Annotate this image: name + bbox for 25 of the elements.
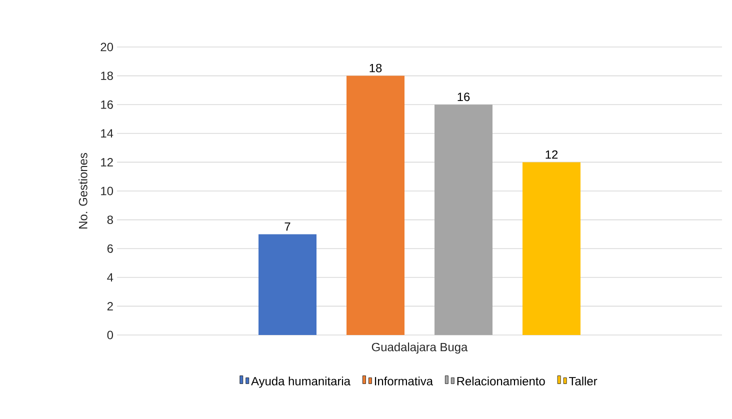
data-label: 18 xyxy=(370,64,382,72)
y-tick-label: 6 xyxy=(107,244,113,253)
data-label: 7 xyxy=(284,222,290,231)
y-tick-label: 2 xyxy=(107,302,113,310)
legend-label: Ayuda humanitaria xyxy=(251,376,350,388)
y-tick-label: 20 xyxy=(100,42,114,52)
x-tick-label: Guadalajara Buga xyxy=(372,342,468,354)
legend-label: Taller xyxy=(569,376,598,386)
bar xyxy=(346,76,405,335)
data-label: 16 xyxy=(458,92,470,102)
y-tick-label: 10 xyxy=(101,186,114,196)
y-tick-label: 18 xyxy=(101,72,113,80)
legend-label: Relacionamiento xyxy=(457,376,545,386)
y-axis-title: No. Gestiones xyxy=(78,153,88,228)
y-tick-label: 12 xyxy=(101,158,113,166)
bar xyxy=(258,234,317,335)
y-tick-label: 16 xyxy=(101,100,113,109)
y-tick-label: 4 xyxy=(107,273,114,282)
bar xyxy=(522,162,581,335)
y-tick-label: 8 xyxy=(107,216,113,224)
legend-label: Informativa xyxy=(374,376,433,386)
y-tick-label: 14 xyxy=(101,129,114,138)
y-tick-label: 0 xyxy=(107,330,114,340)
data-label: 12 xyxy=(546,150,558,159)
bar xyxy=(434,104,493,335)
